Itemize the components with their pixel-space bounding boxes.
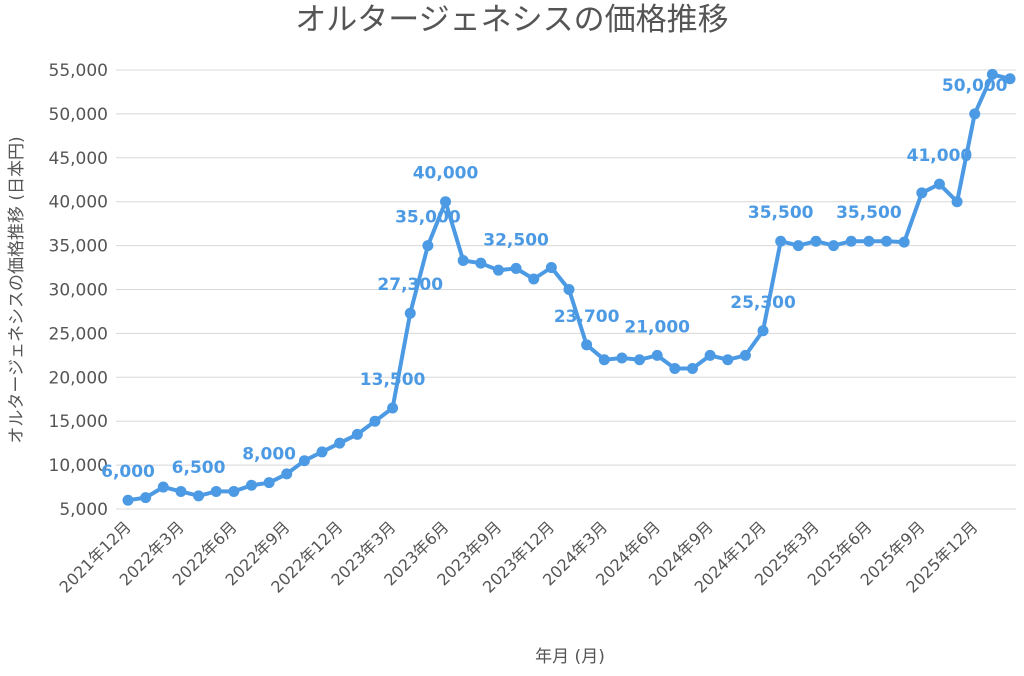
- data-point: [863, 235, 875, 247]
- data-point: [528, 273, 540, 285]
- data-point: [845, 235, 857, 247]
- data-point: [598, 354, 610, 366]
- data-point: [563, 284, 575, 295]
- data-point: [457, 255, 469, 267]
- data-point: [669, 363, 681, 375]
- data-point: [916, 187, 928, 199]
- data-point: [775, 235, 787, 247]
- y-tick-label: 30,000: [49, 281, 108, 301]
- data-point: [316, 446, 328, 458]
- data-point: [651, 349, 663, 361]
- data-point: [510, 262, 522, 274]
- y-axis-ticks: 5,000 10,000 15,000 20,000 25,000 30,000 35,00…: [49, 61, 108, 520]
- data-point: [828, 240, 840, 252]
- data-point: [404, 307, 416, 319]
- data-label: 35,500: [748, 203, 814, 223]
- data-point: [951, 196, 963, 208]
- data-point: [792, 240, 804, 252]
- data-point: [722, 354, 734, 366]
- data-label: 23,700: [554, 307, 620, 327]
- data-label: 25,300: [730, 293, 796, 313]
- data-point: [739, 349, 751, 361]
- data-labels: 6,000 6,500 8,000 13,500 27,300 35,000 40,000 3…: [101, 76, 1008, 482]
- x-axis-ticks: 2021年12月2022年3月2022年6月2022年9月2022年12月202…: [56, 517, 982, 596]
- y-tick-label: 50,000: [49, 105, 108, 125]
- data-point: [245, 479, 257, 491]
- data-point: [210, 485, 222, 497]
- data-point: [986, 68, 998, 80]
- data-label: 35,000: [395, 208, 461, 228]
- chart-title: オルタージェネシスの価格推移: [295, 2, 728, 38]
- data-point: [351, 428, 363, 440]
- data-point: [193, 490, 205, 502]
- data-point: [175, 485, 187, 497]
- data-label: 13,500: [360, 370, 426, 390]
- data-point: [263, 477, 275, 489]
- data-point: [634, 354, 646, 366]
- data-label: 21,000: [624, 317, 690, 337]
- data-point: [228, 485, 240, 497]
- data-point: [616, 352, 628, 364]
- y-tick-label: 25,000: [49, 324, 108, 344]
- data-point: [140, 492, 152, 504]
- data-point: [387, 402, 399, 414]
- x-tick-label: 2021年12月: [56, 517, 135, 596]
- data-label: 6,500: [172, 458, 226, 478]
- data-point: [581, 339, 593, 351]
- data-label: 8,000: [242, 445, 296, 465]
- x-axis-title: 年月 (月): [535, 647, 605, 667]
- data-point: [369, 415, 381, 427]
- data-point: [898, 236, 910, 248]
- y-tick-label: 45,000: [49, 149, 108, 169]
- data-point: [281, 468, 293, 480]
- y-axis-title: オルタージェネシスの価格推移 (日本円): [7, 136, 27, 443]
- data-point: [757, 325, 769, 337]
- y-tick-label: 5,000: [59, 500, 108, 520]
- y-tick-label: 15,000: [49, 412, 108, 432]
- data-label: 35,500: [836, 203, 902, 223]
- data-point: [157, 481, 169, 493]
- data-point: [122, 494, 134, 506]
- data-label: 27,300: [377, 275, 443, 295]
- data-label: 40,000: [413, 164, 479, 184]
- y-tick-label: 40,000: [49, 193, 108, 213]
- data-label: 32,500: [483, 230, 549, 250]
- data-point: [298, 455, 310, 467]
- y-tick-label: 20,000: [49, 368, 108, 388]
- data-point: [704, 349, 716, 361]
- data-point: [422, 240, 434, 252]
- data-point: [545, 262, 557, 274]
- data-point: [686, 363, 698, 375]
- data-points: [122, 68, 1016, 506]
- data-label: 6,000: [101, 462, 155, 482]
- data-point: [1004, 73, 1016, 85]
- data-point: [492, 264, 504, 276]
- data-point: [440, 196, 452, 208]
- data-point: [475, 257, 487, 269]
- y-tick-label: 35,000: [49, 237, 108, 257]
- data-point: [810, 235, 822, 247]
- data-point: [881, 235, 893, 247]
- y-tick-label: 10,000: [49, 456, 108, 476]
- data-label: 50,000: [942, 76, 1008, 96]
- data-label: 41,000: [907, 146, 973, 166]
- data-point: [969, 108, 981, 120]
- data-point: [933, 178, 945, 190]
- y-tick-label: 55,000: [49, 61, 108, 81]
- data-point: [334, 437, 346, 449]
